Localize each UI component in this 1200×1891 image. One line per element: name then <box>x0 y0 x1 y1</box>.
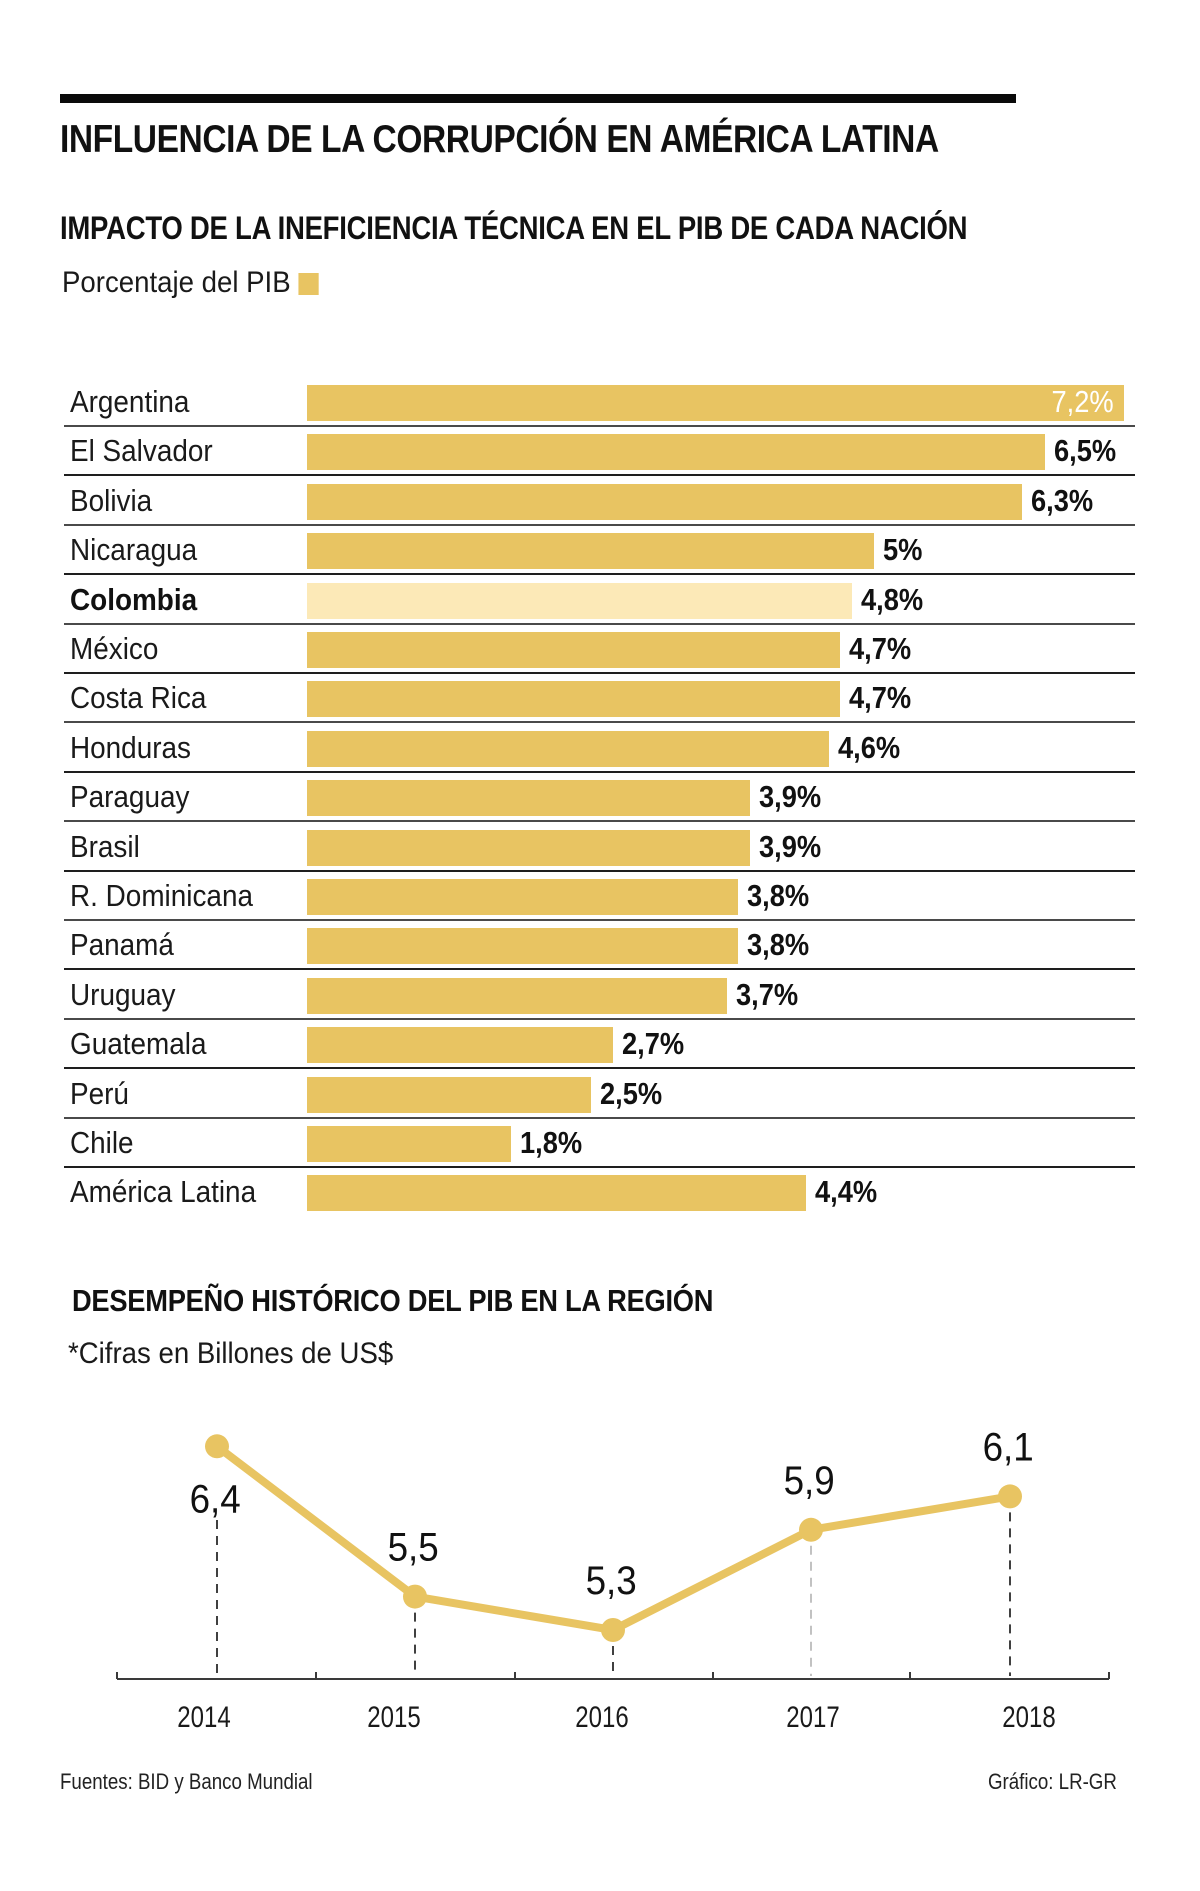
bar <box>307 1027 614 1064</box>
bar <box>307 385 1124 421</box>
sources-note: Fuentes: BID y Banco Mundial <box>60 1769 313 1794</box>
bar <box>307 977 727 1014</box>
bar <box>307 1076 591 1113</box>
bar <box>307 928 739 965</box>
bar-category-label: Uruguay <box>70 976 176 1012</box>
bar-value-label: 3,7% <box>735 976 799 1012</box>
row-divider <box>64 869 1135 872</box>
bar-value-label: 4,4% <box>815 1174 878 1210</box>
row-divider <box>64 1116 1135 1119</box>
bar-value-label: 4,8% <box>860 581 923 617</box>
page-title: INFLUENCIA DE LA CORRUPCIÓN EN AMÉRICA L… <box>60 118 939 161</box>
legend-label: Porcentaje del PIB <box>62 266 291 299</box>
bar <box>307 829 750 866</box>
top-rule <box>60 94 1016 103</box>
bar-value-label: 4,7% <box>849 631 912 666</box>
bar-category-label: Guatemala <box>70 1026 207 1062</box>
legend-swatch <box>298 273 320 295</box>
bar-row: Colombia 4,8% <box>64 576 1135 625</box>
bar-category-label: América Latina <box>70 1174 257 1210</box>
bar <box>307 632 841 668</box>
row-divider <box>64 820 1135 823</box>
bar <box>307 730 829 767</box>
bar-category-label: Nicaragua <box>70 532 198 568</box>
row-divider <box>64 573 1135 576</box>
bar-category-label: Bolivia <box>70 482 153 518</box>
bar-value-label: 2,5% <box>599 1075 662 1111</box>
bar-row: Argentina 7,2% <box>64 378 1135 427</box>
bar-row: México 4,7% <box>64 625 1135 674</box>
bar <box>307 879 739 915</box>
bar-category-label: Panamá <box>70 927 174 963</box>
bar <box>307 582 852 619</box>
bar-row: Panamá 3,8% <box>64 921 1135 971</box>
bar-value-label: 4,6% <box>837 729 901 765</box>
bar-value-label: 3,8% <box>747 927 810 963</box>
bar <box>307 681 841 718</box>
bar-category-label: México <box>70 631 159 666</box>
row-divider <box>64 523 1135 526</box>
bar-category-label: Paraguay <box>70 779 190 815</box>
bar-value-label: 2,7% <box>622 1026 685 1062</box>
row-divider <box>64 672 1135 674</box>
row-divider <box>64 1166 1135 1168</box>
bar-category-label: Chile <box>70 1125 134 1160</box>
bar <box>307 1126 512 1162</box>
row-divider <box>64 474 1135 477</box>
bar-category-label: Honduras <box>70 729 191 765</box>
bar-row: R. Dominicana 3,8% <box>64 872 1135 921</box>
bar <box>307 780 750 817</box>
bar-category-label: El Salvador <box>70 433 213 469</box>
bar-chart-title: IMPACTO DE LA INEFICIENCIA TÉCNICA EN EL… <box>60 210 968 246</box>
bar-row: Paraguay 3,9% <box>64 773 1135 823</box>
bar-category-label: Brasil <box>70 828 140 864</box>
bar-row: Honduras 4,6% <box>64 724 1135 773</box>
row-divider <box>64 425 1135 427</box>
bar-row: Bolivia 6,3% <box>64 477 1135 526</box>
bar-value-label: 6,3% <box>1030 482 1094 518</box>
bar-row: Guatemala 2,7% <box>64 1020 1135 1070</box>
line-chart-title: DESEMPEÑO HISTÓRICO DEL PIB EN LA REGIÓN <box>72 1283 714 1318</box>
bar-row: El Salvador 6,5% <box>64 427 1135 477</box>
row-divider <box>64 919 1135 921</box>
bar <box>307 1175 807 1212</box>
bar-row: Chile 1,8% <box>64 1119 1135 1168</box>
bar-value-label: 5% <box>883 532 923 568</box>
bar-value-label: 1,8% <box>520 1125 583 1160</box>
bar <box>307 483 1022 520</box>
bar-value-label: 6,5% <box>1053 433 1116 469</box>
row-divider <box>64 622 1135 625</box>
bar-chart-legend: Porcentaje del PIB <box>62 266 320 300</box>
bar-value-label: 3,8% <box>747 878 810 913</box>
bar-value-label: 3,9% <box>758 779 821 815</box>
line-chart-subtitle: *Cifras en Billones de US$ <box>68 1337 394 1370</box>
bar-value-label: 7,2% <box>1051 384 1114 419</box>
bar-value-label: 3,9% <box>758 828 821 864</box>
bar-category-label: Argentina <box>70 384 190 419</box>
bar-row: Costa Rica 4,7% <box>64 674 1135 724</box>
bar-category-label: Costa Rica <box>70 680 207 716</box>
bar-row: América Latina 4,4% <box>64 1168 1135 1217</box>
credit-note: Gráfico: LR-GR <box>988 1769 1117 1794</box>
bar <box>307 434 1045 471</box>
row-divider <box>64 1017 1135 1020</box>
bar-category-label: Colombia <box>70 581 198 617</box>
row-divider <box>64 968 1135 971</box>
bar-category-label: Perú <box>70 1075 129 1111</box>
row-divider <box>64 721 1135 724</box>
bar <box>307 533 875 570</box>
bar-row: Uruguay 3,7% <box>64 971 1135 1020</box>
row-divider <box>64 770 1135 773</box>
bar-row: Nicaragua 5% <box>64 526 1135 576</box>
bar-value-label: 4,7% <box>849 680 912 716</box>
bar-category-label: R. Dominicana <box>70 878 253 913</box>
row-divider <box>64 1067 1135 1070</box>
bar-row: Brasil 3,9% <box>64 823 1135 872</box>
bar-row: Perú 2,5% <box>64 1070 1135 1119</box>
